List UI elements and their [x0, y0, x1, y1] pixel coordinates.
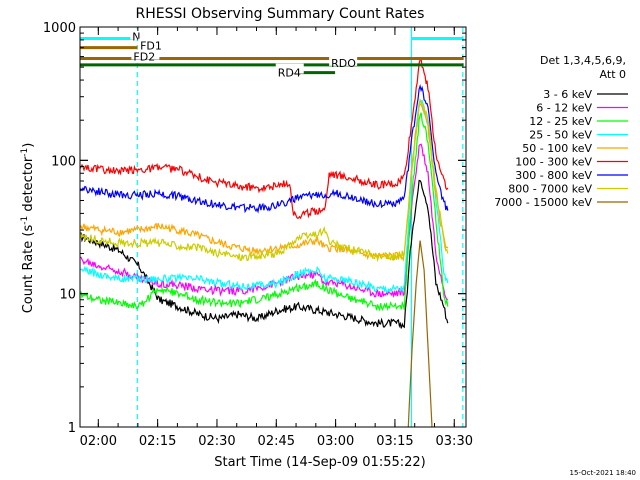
x-axis-label: Start Time (14-Sep-09 01:55:22) [214, 455, 425, 470]
x-tick-label: 02:30 [198, 434, 235, 449]
mode-label-bg [138, 38, 167, 49]
legend-label: 800 - 7000 keV [508, 183, 592, 196]
mode-label-bg [275, 63, 304, 74]
mode-label: N [132, 30, 140, 43]
x-tick-label: 02:15 [139, 434, 176, 449]
legend-label: 100 - 300 keV [515, 156, 592, 169]
x-tick-label: 03:15 [376, 434, 413, 449]
series-line [80, 112, 449, 312]
plot-frame [79, 26, 467, 428]
legend-label: 7000 - 15000 keV [494, 196, 592, 209]
y-tick-label: 100 [51, 154, 76, 169]
mode-label-bg [329, 55, 358, 66]
series-line [80, 103, 449, 262]
legend-label: 12 - 25 keV [529, 115, 592, 128]
legend-label: 6 - 12 keV [536, 102, 592, 115]
footer-date: 15-Oct-2021 18:40 [570, 469, 636, 477]
series-line [407, 240, 433, 427]
x-tick-label: 02:45 [258, 434, 295, 449]
y-axis: 1 10 100 1000 [43, 21, 466, 436]
series-line [80, 179, 449, 329]
series-line [80, 84, 449, 214]
legend-header-line-1: Det 1,3,4,5,6,9, [540, 54, 626, 67]
y-axis-label: Count Rate (s-1 detector-1) [20, 143, 36, 314]
x-tick-label: 03:00 [317, 434, 354, 449]
series-line [80, 98, 449, 293]
x-tick-label: 03:30 [436, 434, 473, 449]
y-tick-label: 1 [68, 421, 76, 436]
mode-label-bg [131, 49, 160, 60]
x-axis: 02:00 02:15 02:30 02:45 03:00 03:15 03:30 [80, 27, 473, 449]
legend-label: 50 - 100 keV [522, 142, 592, 155]
x-tick-label: 02:00 [80, 434, 117, 449]
mode-label: RD4 [278, 67, 301, 80]
legend-label: 3 - 6 keV [543, 88, 592, 101]
mode-label: RDO [331, 57, 356, 70]
mode-label: FD1 [140, 40, 162, 53]
y-tick-label: 10 [59, 288, 76, 303]
mode-label-bg [130, 29, 143, 40]
chart-title: RHESSI Observing Summary Count Rates [136, 6, 425, 22]
mode-label: FD2 [133, 51, 155, 64]
legend-label: 300 - 800 keV [515, 169, 592, 182]
series-line [80, 57, 449, 220]
series-line [80, 98, 449, 263]
y-tick-label: 1000 [43, 21, 76, 36]
legend-header-line-2: Att 0 [600, 68, 626, 81]
legend-label: 25 - 50 keV [529, 129, 592, 142]
